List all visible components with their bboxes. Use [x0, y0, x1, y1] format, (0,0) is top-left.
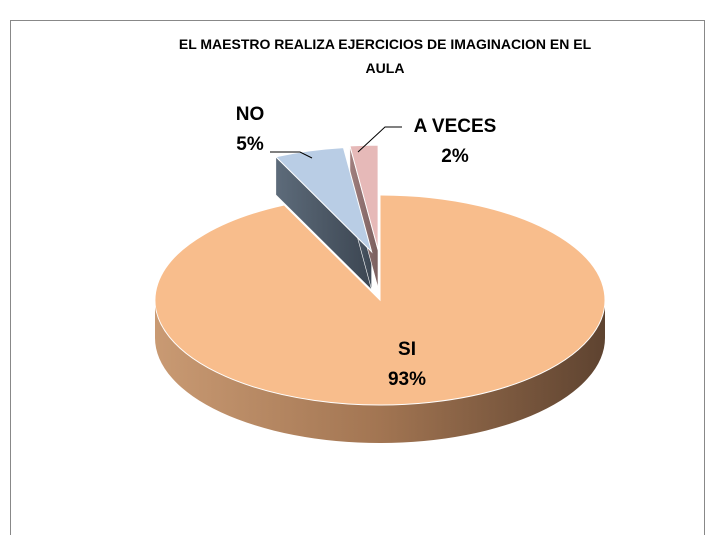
slice — [274, 147, 373, 254]
leader-line — [270, 151, 313, 159]
slice-tops — [154, 144, 606, 406]
category-label: SI — [398, 339, 416, 360]
value-label: 93% — [388, 369, 426, 390]
chart-title: EL MAESTRO REALIZA EJERCICIOS DE IMAGINA… — [179, 36, 592, 76]
category-label: A VECES — [414, 116, 497, 137]
value-label: 5% — [236, 134, 264, 155]
category-label: NO — [236, 104, 265, 125]
slice-side — [155, 300, 605, 443]
leader-line — [357, 126, 402, 153]
slice — [349, 144, 379, 251]
value-label: 2% — [441, 146, 469, 167]
slice — [154, 194, 606, 406]
